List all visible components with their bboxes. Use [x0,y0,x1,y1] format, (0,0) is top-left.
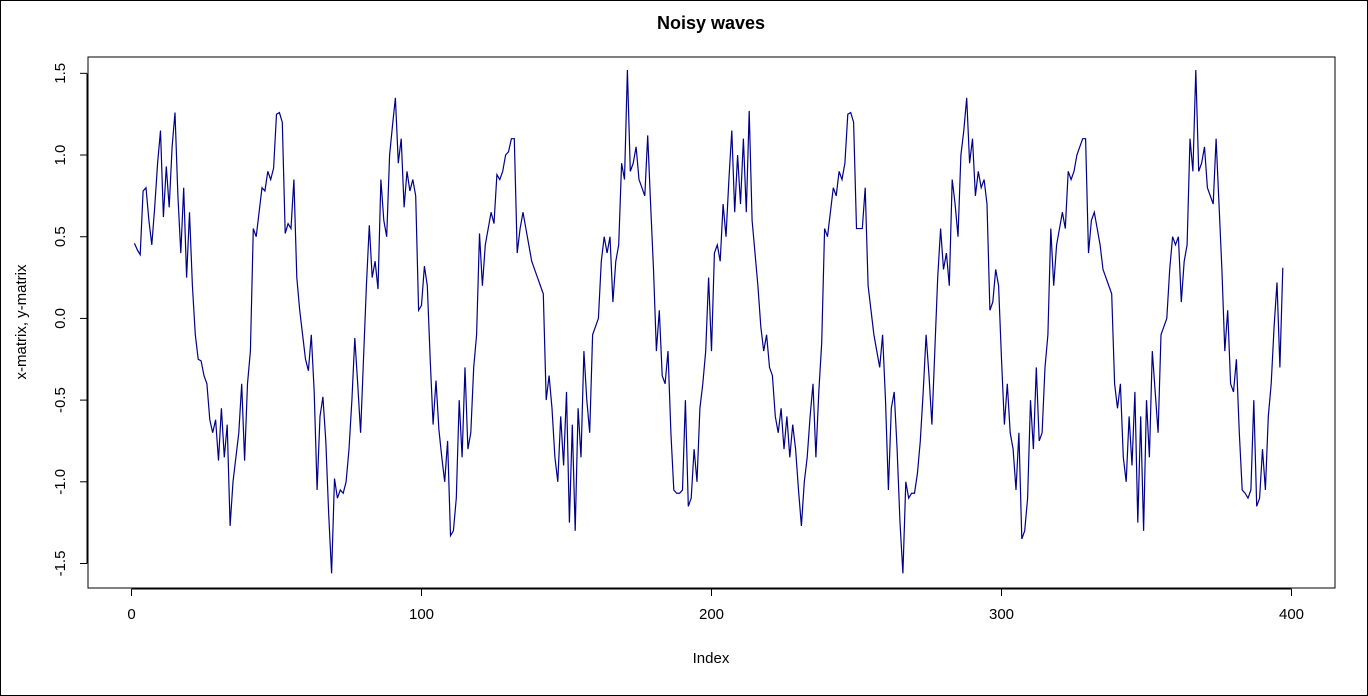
x-tick-label: 0 [127,606,135,623]
y-tick-label: -1.0 [52,469,69,495]
y-axis: -1.5 -1.0 -0.5 0.0 0.5 1.0 1.5 [52,63,88,577]
x-axis-label: Index [693,650,730,667]
y-tick-label: -1.5 [52,551,69,577]
y-tick-label: 0.5 [52,226,69,247]
x-tick-label: 100 [409,606,434,623]
y-axis-label: x-matrix, y-matrix [13,264,30,379]
y-tick-label: -0.5 [52,387,69,413]
x-tick-label: 300 [989,606,1014,623]
x-tick-label: 400 [1279,606,1304,623]
x-axis: 0 100 200 300 400 [127,588,1304,623]
y-tick-label: 1.5 [52,63,69,84]
y-tick-label: 1.0 [52,145,69,166]
plot-area [87,56,1336,589]
series-line [133,70,1284,574]
y-tick-label: 0.0 [52,308,69,329]
x-tick-label: 200 [699,606,724,623]
chart-title: Noisy waves [657,13,765,33]
